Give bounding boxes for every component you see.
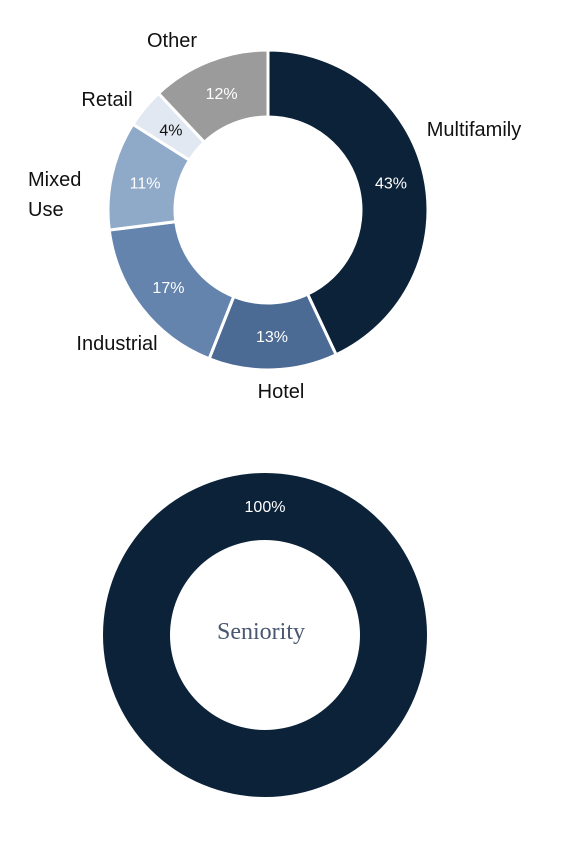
category-label-mixed-use-line1: Mixed: [28, 169, 81, 191]
value-label-mixed-use: 11%: [130, 176, 161, 193]
property-type-donut-chart: 43% 13% 17% 11% 4% 12%: [106, 48, 430, 372]
value-label-other: 12%: [206, 86, 238, 103]
donut-slice-senior: [103, 473, 427, 797]
seniority-center-label: Seniority: [217, 619, 305, 645]
donut-slice-multifamily: [266, 48, 430, 357]
value-label-hotel: 13%: [256, 329, 288, 346]
category-label-hotel: Hotel: [258, 381, 305, 403]
category-label-industrial: Industrial: [76, 333, 157, 355]
value-label-industrial: 17%: [152, 280, 184, 297]
category-label-other: Other: [147, 30, 197, 52]
value-label-retail: 4%: [159, 123, 182, 140]
value-label-multifamily: 43%: [375, 176, 407, 193]
category-label-mixed-use-line2: Use: [28, 199, 64, 221]
donut-slice-other: [156, 48, 270, 145]
value-label-senior: 100%: [245, 499, 286, 516]
category-label-multifamily: Multifamily: [427, 119, 521, 141]
category-label-retail: Retail: [81, 89, 132, 111]
seniority-donut-chart: 100%: [103, 473, 427, 797]
